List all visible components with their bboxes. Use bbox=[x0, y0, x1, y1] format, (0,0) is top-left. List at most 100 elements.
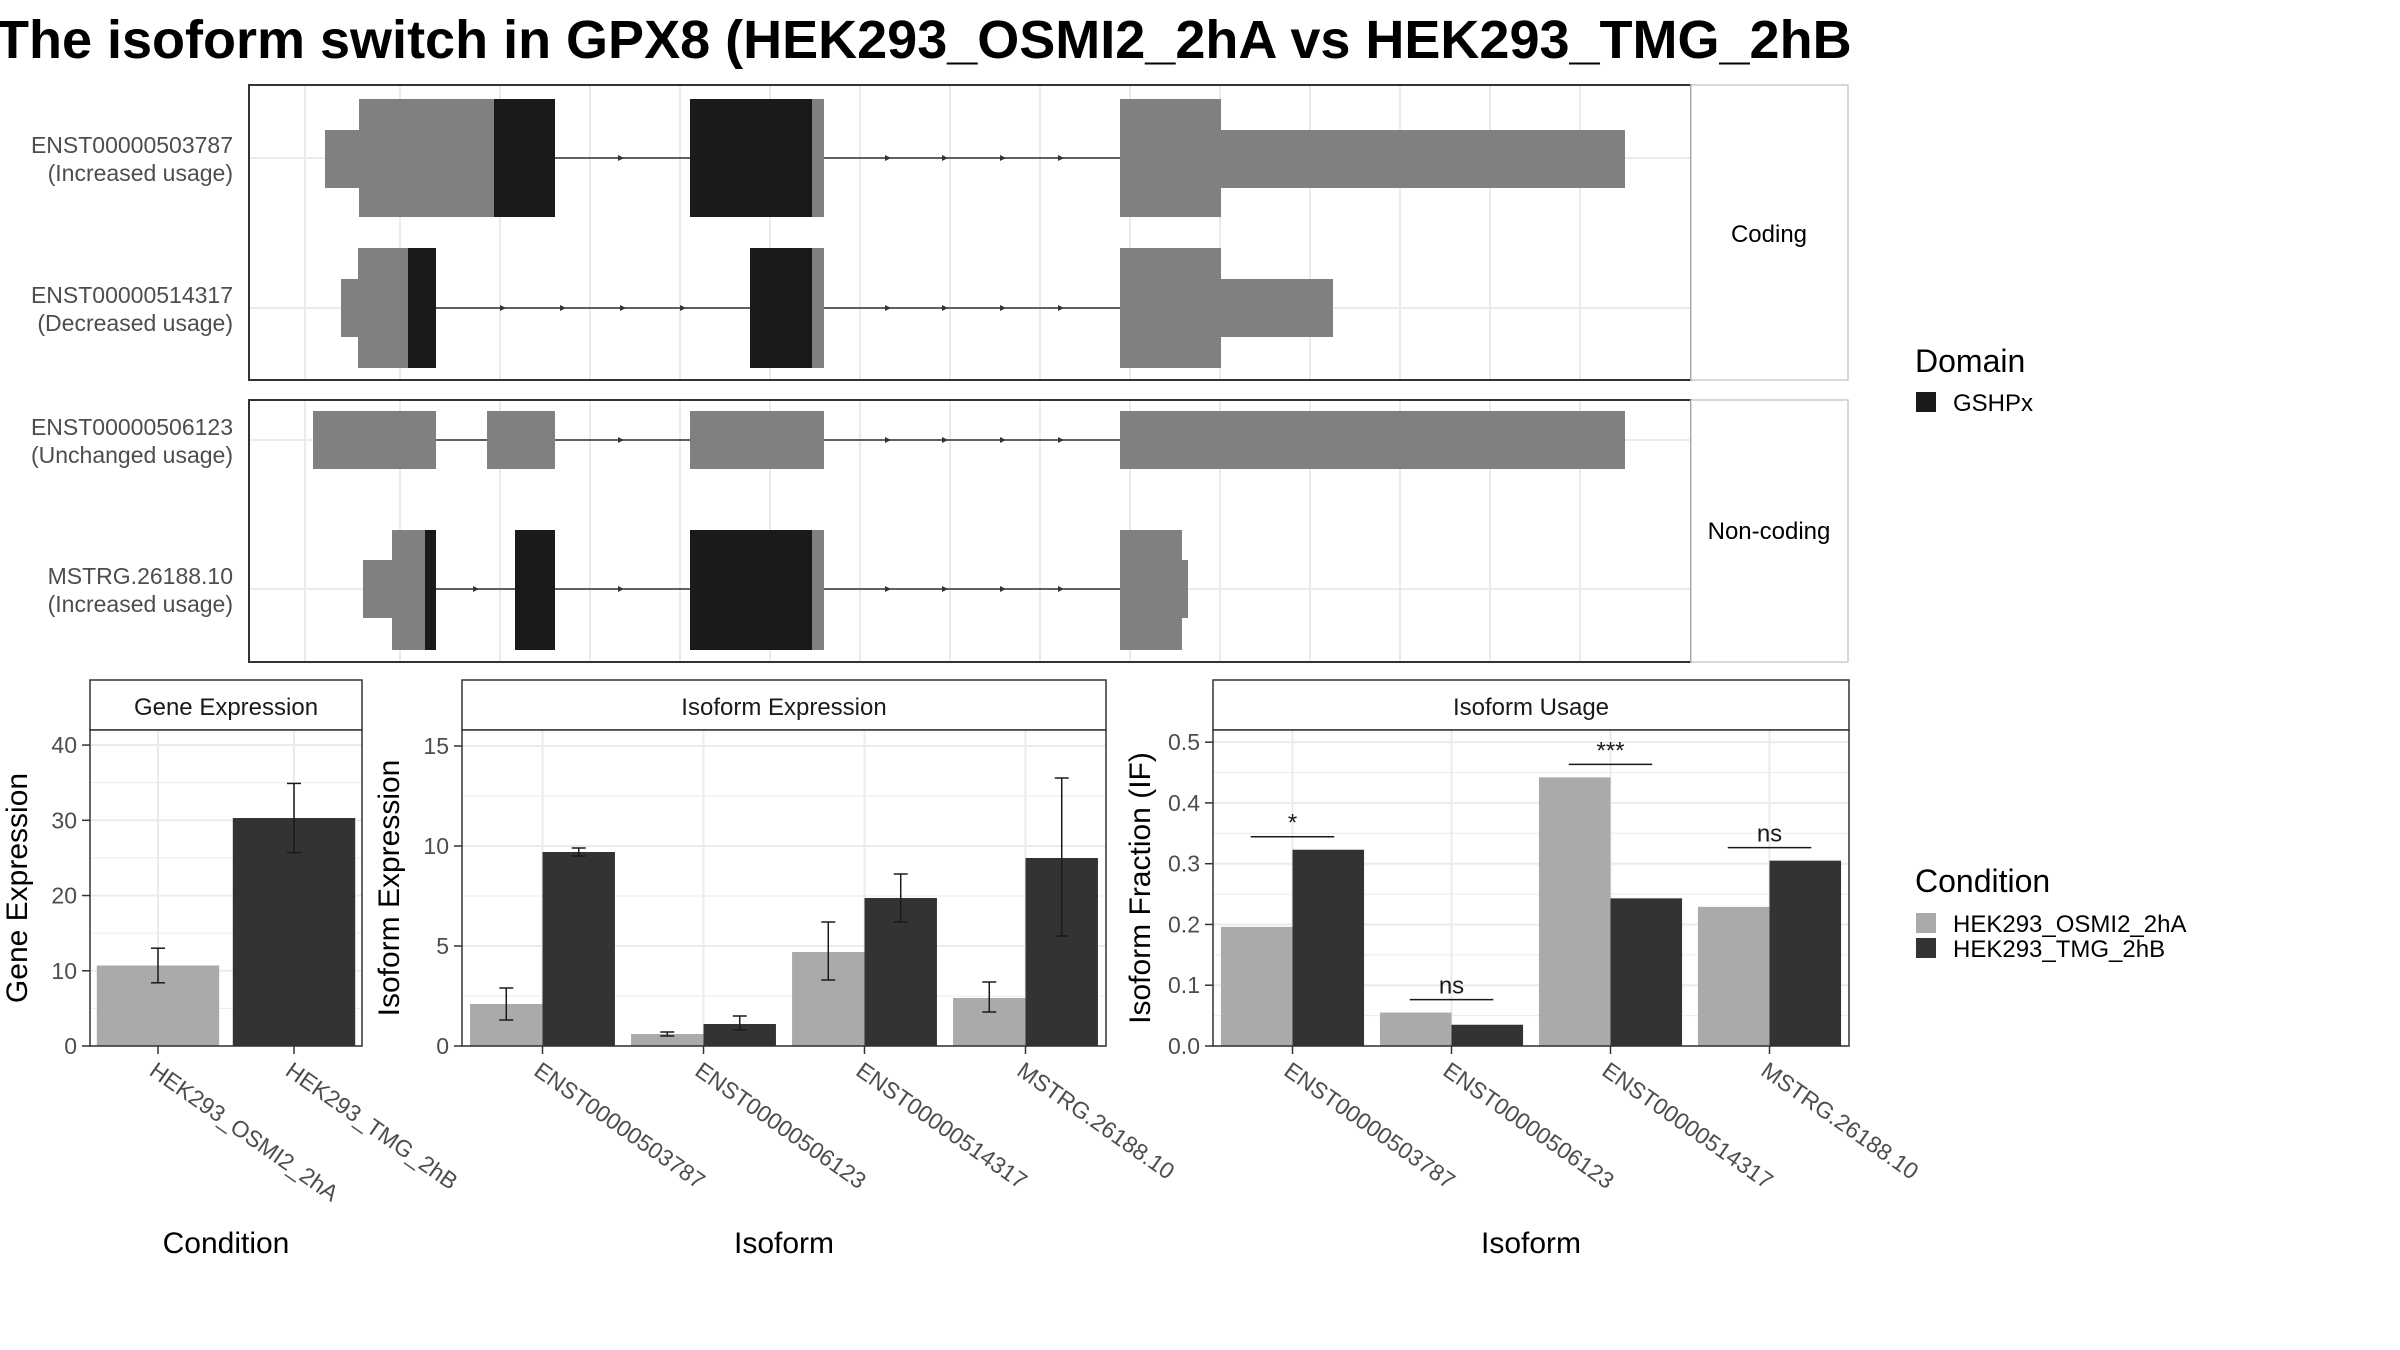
intron-arrow bbox=[1058, 155, 1064, 161]
x-axis-title: Condition bbox=[163, 1227, 290, 1260]
bar bbox=[232, 818, 356, 1046]
x-tick-label: ENST00000503787 bbox=[1280, 1057, 1460, 1194]
x-tick-label: MSTRG.26188.10 bbox=[1013, 1057, 1180, 1185]
intron-arrow bbox=[618, 437, 624, 443]
x-axis-title: Isoform bbox=[1481, 1227, 1581, 1260]
y-tick-label: 0.3 bbox=[1168, 851, 1200, 877]
intron-arrow bbox=[942, 437, 948, 443]
cds-exon bbox=[359, 99, 494, 217]
y-tick-label: 0.1 bbox=[1168, 972, 1200, 998]
panel-strip-label: Isoform Usage bbox=[1453, 694, 1609, 721]
y-tick-label: 0.4 bbox=[1168, 790, 1200, 816]
panel-strip-label: Gene Expression bbox=[134, 694, 318, 721]
transcript-label-usage: (Increased usage) bbox=[48, 160, 233, 186]
noncoding-exon bbox=[1120, 411, 1625, 469]
y-tick-label: 0.2 bbox=[1168, 911, 1200, 937]
y-tick-label: 0.0 bbox=[1168, 1033, 1200, 1059]
panel-strip bbox=[461, 679, 1107, 731]
y-tick-label: 5 bbox=[436, 933, 449, 959]
bar bbox=[1610, 898, 1683, 1046]
x-tick-label: ENST00000503787 bbox=[530, 1057, 710, 1194]
figure-title: The isoform switch in GPX8 (HEK293_OSMI2… bbox=[0, 10, 1852, 70]
noncoding-exon bbox=[313, 411, 436, 469]
panel-strip bbox=[1212, 679, 1850, 731]
noncoding-strip bbox=[1690, 399, 1849, 663]
intron-arrow bbox=[885, 305, 891, 311]
bar bbox=[1379, 1012, 1452, 1046]
intron-arrow bbox=[560, 305, 566, 311]
intron-arrow bbox=[620, 305, 626, 311]
intron-arrow bbox=[942, 155, 948, 161]
cds-exon bbox=[812, 530, 824, 650]
bar-panels: Gene Expression010203040HEK293_OSMI2_2hA… bbox=[1, 679, 1923, 1260]
x-tick-label: ENST00000514317 bbox=[1598, 1057, 1778, 1194]
bar bbox=[631, 1034, 704, 1046]
intron-arrow bbox=[1058, 586, 1064, 592]
domain-segment bbox=[515, 530, 555, 650]
panel-strip bbox=[89, 679, 363, 731]
y-tick-label: 15 bbox=[423, 733, 449, 759]
intron-arrow bbox=[500, 305, 506, 311]
utr-exon bbox=[341, 279, 358, 337]
condition-legend: Condition HEK293_OSMI2_2hA HEK293_TMG_2h… bbox=[1915, 863, 2186, 963]
domain-legend: Domain GSHPx bbox=[1915, 343, 2033, 417]
cds-exon bbox=[392, 530, 425, 650]
y-axis-title: Gene Expression bbox=[1, 773, 34, 1003]
y-axis-title: Isoform Expression bbox=[373, 760, 406, 1017]
bar bbox=[1292, 849, 1365, 1046]
y-axis-title: Isoform Fraction (IF) bbox=[1124, 752, 1157, 1024]
domain-segment bbox=[690, 99, 812, 217]
transcript-label-usage: (Unchanged usage) bbox=[31, 442, 233, 468]
significance-label: ns bbox=[1757, 821, 1782, 848]
domain-legend-key bbox=[1916, 392, 1936, 412]
bar bbox=[1451, 1024, 1524, 1046]
panel-border bbox=[461, 729, 1107, 1047]
intron-arrow bbox=[618, 586, 624, 592]
cds-exon bbox=[1120, 530, 1182, 650]
intron-arrow bbox=[885, 437, 891, 443]
intron-arrow bbox=[942, 305, 948, 311]
utr-exon bbox=[1221, 279, 1333, 337]
utr-exon bbox=[325, 130, 359, 188]
intron-arrow bbox=[1000, 586, 1006, 592]
domain-segment bbox=[408, 248, 436, 368]
significance-label: *** bbox=[1596, 737, 1624, 764]
cds-exon bbox=[358, 248, 408, 368]
cds-exon bbox=[1120, 99, 1221, 217]
noncoding-exon bbox=[690, 411, 824, 469]
y-tick-label: 0 bbox=[436, 1033, 449, 1059]
significance-label: * bbox=[1288, 810, 1297, 837]
transcript-label-usage: (Increased usage) bbox=[48, 591, 233, 617]
bar bbox=[1220, 926, 1293, 1046]
bar-panel: Isoform Usage * ns *** ns 0.0 0.1 0.2 0.3 0.4 0.5 E… bbox=[1124, 679, 1923, 1260]
y-tick-label: 10 bbox=[423, 833, 449, 859]
transcript-track bbox=[313, 411, 1625, 469]
x-tick-label: ENST00000506123 bbox=[691, 1057, 871, 1194]
intron-arrow bbox=[1058, 305, 1064, 311]
utr-exon bbox=[1221, 130, 1625, 188]
cds-exon bbox=[812, 99, 824, 217]
coding-strip bbox=[1690, 84, 1849, 381]
transcript-label-usage: (Decreased usage) bbox=[37, 310, 233, 336]
condition-legend-label-a: HEK293_OSMI2_2hA bbox=[1953, 911, 2186, 938]
domain-segment bbox=[425, 530, 436, 650]
coding-strip-label: Coding bbox=[1731, 221, 1807, 248]
utr-exon bbox=[1182, 560, 1188, 618]
x-axis-title: Isoform bbox=[734, 1227, 834, 1260]
domain-segment bbox=[690, 530, 812, 650]
intron-arrow bbox=[885, 155, 891, 161]
cds-exon bbox=[812, 248, 824, 368]
transcript-track bbox=[325, 99, 1625, 217]
transcript-track bbox=[363, 530, 1188, 650]
y-tick-label: 0.5 bbox=[1168, 729, 1200, 755]
transcript-label-id: MSTRG.26188.10 bbox=[48, 563, 233, 589]
intron-arrow bbox=[1000, 305, 1006, 311]
domain-legend-title: Domain bbox=[1915, 343, 2025, 379]
intron-arrow bbox=[1000, 437, 1006, 443]
domain-legend-label: GSHPx bbox=[1953, 390, 2033, 417]
condition-legend-title: Condition bbox=[1915, 863, 2050, 899]
bar bbox=[703, 1024, 776, 1046]
transcript-label-id: ENST00000506123 bbox=[31, 414, 233, 440]
x-tick-label: ENST00000514317 bbox=[852, 1057, 1032, 1194]
